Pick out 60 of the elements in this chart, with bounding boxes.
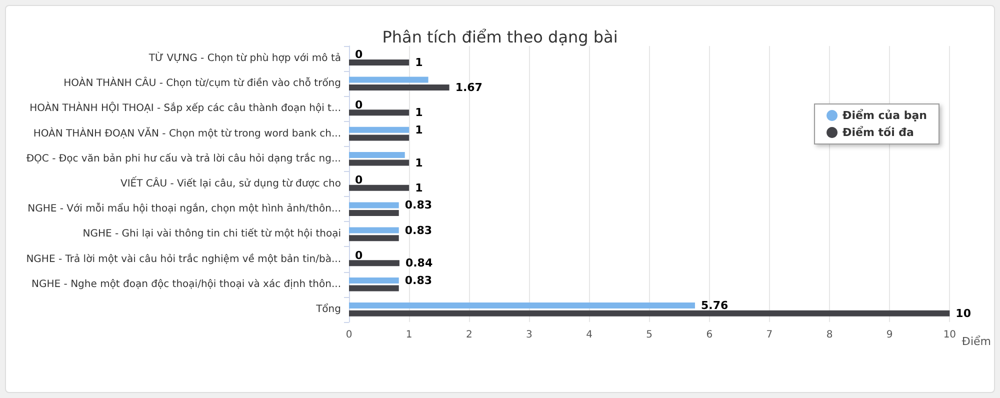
x-tick-label: 10 [943, 330, 956, 340]
bar [349, 184, 410, 191]
bar [349, 84, 450, 91]
bar [349, 126, 410, 133]
y-tick-label: NGHE - Ghi lại vài thông tin chi tiết từ một hội thoại [82, 228, 341, 240]
bar [349, 110, 410, 116]
y-tick-label: TỪ VỰNG - Chọn từ phù hợp với mô tả [148, 51, 341, 64]
data-label: 1 [415, 181, 423, 194]
x-tick-label: 9 [886, 330, 893, 340]
bar [349, 310, 950, 316]
x-tick-label: 5 [646, 330, 653, 340]
y-tick-label: NGHE - Với mỗi mẩu hội thoại ngắn, chọn một hình ảnh/thôn... [28, 202, 341, 215]
y-tick-label: NGHE - Nghe một đoạn độc thoại/hội thoại và xác định thôn... [32, 278, 341, 290]
y-tick-label: Tổng [315, 302, 341, 315]
chart-title: Phân tích điểm theo dạng bài [382, 28, 618, 46]
x-tick-label: 8 [826, 330, 833, 340]
data-label: 0.84 [405, 256, 433, 270]
bar [349, 285, 399, 292]
x-tick-label: 4 [586, 330, 592, 340]
bar [349, 227, 399, 234]
x-tick-label: 6 [706, 330, 713, 340]
x-tick-label: 7 [766, 330, 773, 340]
x-tick-label: 3 [526, 330, 532, 340]
bar [349, 76, 428, 83]
bar [349, 302, 695, 309]
y-tick-label: NGHE - Trả lời một vài câu hỏi trắc nghiệm về một bản tin/bà... [26, 252, 341, 265]
data-label: 0 [355, 48, 363, 62]
x-tick-label: 1 [406, 330, 412, 340]
bar [349, 59, 410, 66]
data-label: 1 [415, 106, 423, 120]
x-tick-label: 0 [346, 330, 352, 340]
bar [349, 160, 410, 166]
data-label: 0.83 [404, 274, 432, 287]
data-label: 1 [415, 56, 423, 69]
data-label: 10 [956, 306, 972, 320]
legend-label: Điểm của bạn [842, 108, 928, 122]
data-label: 5.76 [700, 299, 728, 312]
bar [349, 235, 399, 242]
y-tick-label: HOÀN THÀNH HỘI THOẠI - Sắp xếp các câu thành đoạn hội t... [30, 101, 341, 114]
y-tick-label: VIẾT CÂU - Viết lại câu, sử dụng từ được cho [120, 176, 341, 190]
bar [349, 277, 399, 284]
bar [349, 202, 399, 208]
bar [349, 134, 410, 141]
data-label: 1.67 [455, 81, 482, 94]
y-tick-label: HOÀN THÀNH CÂU - Chọn từ/cụm từ điền vào chỗ trống [64, 76, 341, 90]
y-tick-label: HOÀN THÀNH ĐOẠN VĂN - Chọn một từ trong word bank ch... [33, 126, 341, 140]
data-label: 0 [355, 98, 363, 112]
bar [349, 152, 405, 158]
legend-label: Điểm tối đa [842, 125, 914, 139]
x-axis-title: Điểm [962, 335, 991, 348]
data-label: 0 [355, 174, 363, 187]
y-tick-label: ĐỌC - Đọc văn bản phi hư cấu và trả lời câu hỏi dạng trắc ng... [26, 152, 341, 164]
bar [349, 260, 400, 266]
data-label: 1 [415, 156, 423, 170]
bar [349, 210, 399, 216]
data-label: 0.83 [404, 198, 432, 212]
x-tick-label: 2 [466, 330, 472, 340]
data-label: 1 [415, 123, 423, 136]
data-label: 0 [355, 248, 363, 262]
data-label: 0.83 [404, 224, 432, 237]
